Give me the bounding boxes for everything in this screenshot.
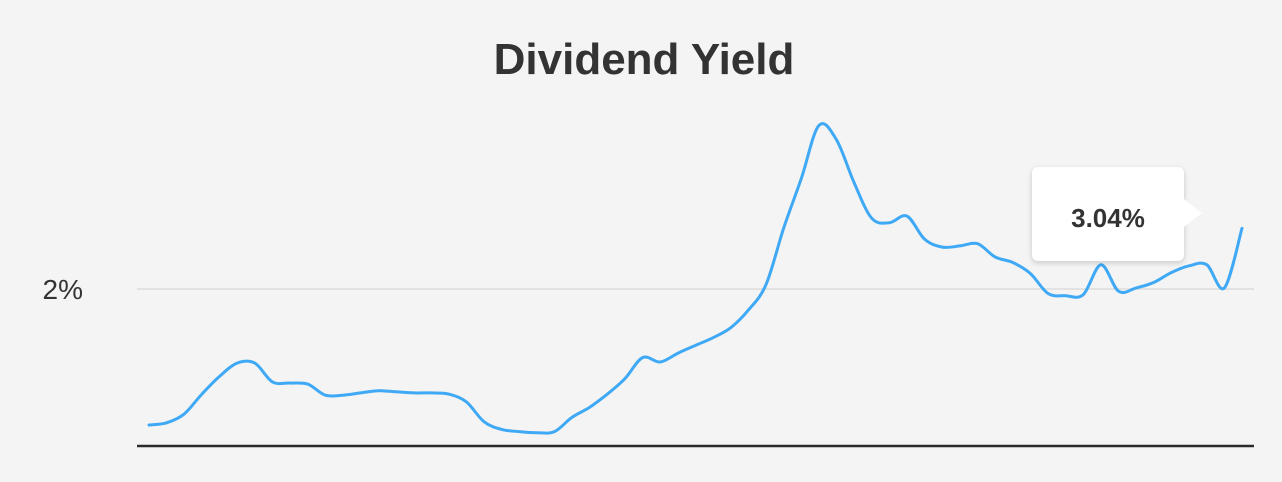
chart-title: Dividend Yield <box>493 35 795 84</box>
y-tick-label-0: 2% <box>43 274 83 305</box>
y-tick-labels: 2% <box>43 274 83 305</box>
series-line-dividend-yield[interactable] <box>147 122 1244 435</box>
tooltip-value: 3.04% <box>1071 203 1145 233</box>
value-tooltip: 3.04% <box>1032 167 1202 261</box>
